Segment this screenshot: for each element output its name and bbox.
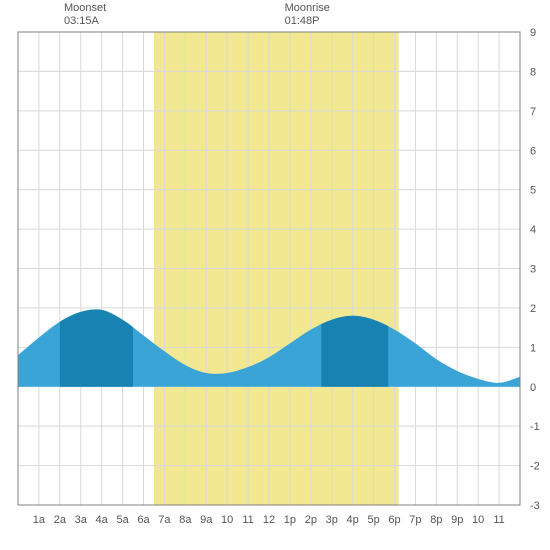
x-tick-label: 9p	[451, 514, 463, 526]
moonrise-time: 01:48P	[285, 15, 320, 27]
y-tick-label: -3	[530, 500, 540, 512]
y-tick-label: 2	[530, 303, 536, 315]
y-tick-label: 7	[530, 106, 536, 118]
x-tick-label: 6p	[388, 514, 400, 526]
chart-svg: 1a2a3a4a5a6a7a8a9a1011121p2p3p4p5p6p7p8p…	[0, 0, 550, 550]
x-tick-label: 3a	[75, 514, 88, 526]
x-tick-label: 6a	[137, 514, 150, 526]
x-tick-label: 2a	[54, 514, 67, 526]
y-tick-label: 9	[530, 27, 536, 39]
x-tick-label: 5a	[116, 514, 129, 526]
x-tick-label: 10	[472, 514, 484, 526]
moonset-header: Moonset 03:15A	[64, 2, 106, 28]
moonset-title: Moonset	[64, 2, 106, 14]
y-tick-label: 1	[530, 342, 536, 354]
x-tick-label: 1p	[284, 514, 296, 526]
moonrise-header: Moonrise 01:48P	[285, 2, 330, 28]
moonset-time: 03:15A	[64, 15, 99, 27]
x-tick-label: 1a	[33, 514, 46, 526]
x-tick-label: 8a	[179, 514, 192, 526]
y-tick-label: 5	[530, 185, 536, 197]
y-tick-label: 6	[530, 145, 536, 157]
x-tick-label: 12	[263, 514, 275, 526]
x-tick-label: 2p	[305, 514, 317, 526]
tide-chart: Moonset 03:15A Moonrise 01:48P 1a 2a 3a 4a 5…	[0, 0, 550, 550]
x-tick-label: 7p	[409, 514, 421, 526]
y-tick-label: -2	[530, 461, 540, 473]
y-tick-label: 8	[530, 66, 536, 78]
moonrise-title: Moonrise	[285, 2, 330, 14]
x-tick-label: 9a	[200, 514, 213, 526]
x-tick-label: 4a	[96, 514, 109, 526]
y-tick-label: -1	[530, 421, 540, 433]
x-tick-label: 3p	[326, 514, 338, 526]
y-tick-label: 0	[530, 382, 536, 394]
x-tick-label: 4p	[347, 514, 359, 526]
x-tick-label: 11	[493, 514, 504, 526]
x-tick-label: 11	[242, 514, 253, 526]
x-tick-label: 10	[221, 514, 233, 526]
x-tick-label: 8p	[430, 514, 442, 526]
y-tick-label: 3	[530, 264, 536, 276]
y-tick-label: 4	[530, 224, 536, 236]
x-tick-label: 7a	[158, 514, 171, 526]
x-tick-label: 5p	[367, 514, 379, 526]
